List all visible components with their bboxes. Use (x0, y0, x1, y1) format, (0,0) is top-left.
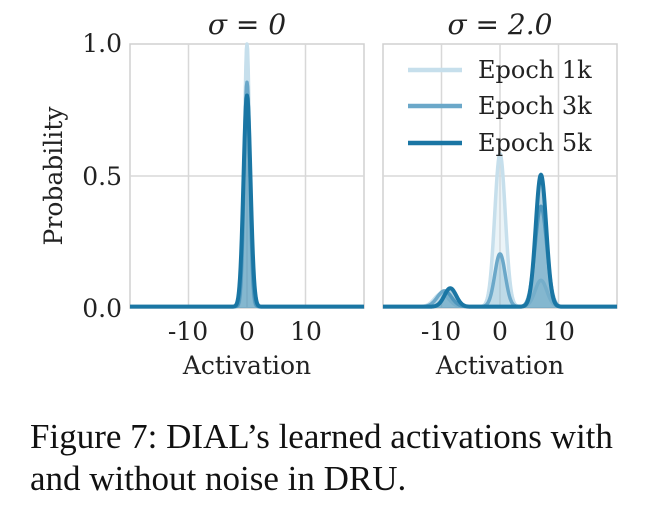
x-tick-label: -10 (421, 317, 461, 346)
series-area-epoch-5k (130, 95, 364, 308)
panel-sigma-2: σ = 2.0 -10 0 10 Activation Epoch 1k Epo… (381, 8, 619, 380)
y-tick-label: 0.0 (82, 294, 122, 323)
panel-title-right: σ = 2.0 (448, 8, 553, 41)
series-area-epoch-3k (130, 82, 364, 308)
series-area-epoch-1k (383, 153, 617, 308)
series-line-epoch-5k (128, 93, 366, 309)
grid-right (383, 44, 617, 308)
series-area-epoch-1k (130, 44, 364, 308)
legend-label-epoch-5k: Epoch 5k (478, 129, 592, 157)
series-line-epoch-5k (381, 172, 619, 309)
x-tick-label: -10 (168, 317, 208, 346)
x-tick-label: 0 (239, 317, 255, 346)
legend-label-epoch-1k: Epoch 1k (478, 56, 592, 84)
series-area-epoch-3k (383, 206, 617, 308)
y-tick-label: 1.0 (82, 29, 122, 58)
x-tick-label: 10 (290, 317, 322, 346)
x-axis-label-left: Activation (182, 351, 311, 380)
x-tick-label: 10 (543, 317, 575, 346)
legend-label-epoch-3k: Epoch 3k (478, 92, 592, 120)
x-axis-label-right: Activation (435, 351, 564, 380)
panel-title-left: σ = 0 (208, 8, 286, 41)
figure-canvas: σ = 0 1.0 0.5 0.0 -10 0 10 Activation Pr… (39, 8, 619, 380)
legend: Epoch 1k Epoch 3k Epoch 5k (408, 56, 592, 157)
curves-right (381, 151, 619, 309)
x-tick-label: 0 (492, 317, 508, 346)
figure-caption: Figure 7: DIAL’s learned activations wit… (30, 417, 613, 498)
curves-left (128, 42, 366, 309)
y-tick-label: 0.5 (82, 162, 122, 191)
panel-sigma-0: σ = 0 1.0 0.5 0.0 -10 0 10 Activation Pr… (39, 8, 366, 380)
y-axis-label: Probability (39, 106, 68, 246)
